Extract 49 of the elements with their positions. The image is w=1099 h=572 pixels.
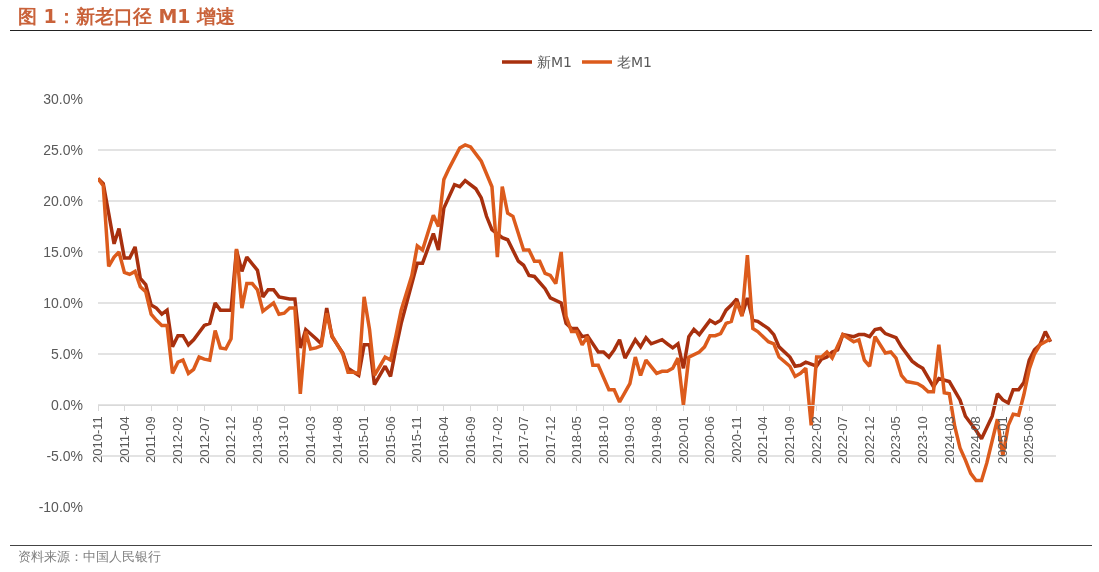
x-tick-label: 2023-05 <box>888 416 904 464</box>
x-tick-label: 2012-12 <box>223 416 239 464</box>
x-tick-label: 2023-10 <box>914 416 930 464</box>
chart-title: 图 1：新老口径 M1 增速 <box>18 4 236 29</box>
legend-label: 老M1 <box>617 54 652 71</box>
x-tick-label: 2014-03 <box>302 416 318 464</box>
x-tick-label: 2014-08 <box>329 416 345 464</box>
x-tick-label: 2012-07 <box>196 416 212 464</box>
x-tick-label: 2019-03 <box>622 416 638 464</box>
x-tick-label: 2013-05 <box>249 416 265 464</box>
x-tick-label: 2015-01 <box>356 416 372 464</box>
x-tick-label: 2020-06 <box>702 416 718 464</box>
y-tick-label: 10.0% <box>43 294 83 311</box>
x-tick-label: 2010-11 <box>90 416 106 463</box>
x-tick-label: 2022-07 <box>835 416 851 464</box>
y-tick-label: -10.0% <box>38 498 83 515</box>
x-tick-label: 2022-12 <box>861 416 877 464</box>
x-tick-label: 2018-05 <box>568 416 584 464</box>
x-tick-label: 2025-06 <box>1021 416 1037 464</box>
x-tick-label: 2015-11 <box>409 416 425 463</box>
y-tick-label: 30.0% <box>43 90 83 107</box>
x-tick-label: 2018-10 <box>595 416 611 464</box>
x-tick-label: 2017-07 <box>515 416 531 464</box>
x-tick-label: 2019-08 <box>648 416 664 464</box>
x-tick-label: 2020-11 <box>728 416 744 463</box>
y-tick-label: 25.0% <box>43 141 83 158</box>
x-tick-label: 2012-02 <box>170 416 186 464</box>
y-tick-label: 0.0% <box>51 396 83 413</box>
x-tick-label: 2024-03 <box>941 416 957 464</box>
y-tick-label: 20.0% <box>43 192 83 209</box>
x-tick-label: 2011-04 <box>116 416 132 463</box>
x-tick-label: 2024-08 <box>968 416 984 464</box>
x-tick-label: 2020-01 <box>675 416 691 464</box>
y-tick-label: 5.0% <box>51 345 83 362</box>
x-tick-label: 2016-04 <box>436 416 452 464</box>
x-tick-label: 2017-12 <box>542 416 558 464</box>
x-tick-label: 2022-02 <box>808 416 824 464</box>
y-tick-label: 15.0% <box>43 243 83 260</box>
x-tick-label: 2021-09 <box>782 416 798 464</box>
x-tick-label: 2021-04 <box>755 416 771 464</box>
legend-label: 新M1 <box>537 54 572 71</box>
x-tick-label: 2025-01 <box>995 416 1011 464</box>
x-tick-label: 2015-06 <box>382 416 398 464</box>
y-tick-label: -5.0% <box>46 447 83 464</box>
x-tick-label: 2017-02 <box>489 416 505 464</box>
x-tick-label: 2013-10 <box>276 416 292 464</box>
text: 资料来源：中国人民银行 <box>18 548 161 566</box>
x-tick-label: 2011-09 <box>143 416 159 463</box>
x-tick-label: 2016-09 <box>462 416 478 464</box>
